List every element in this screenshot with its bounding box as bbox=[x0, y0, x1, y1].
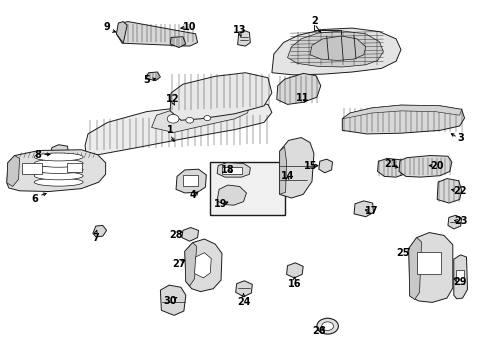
Text: 17: 17 bbox=[364, 206, 378, 216]
Text: 5: 5 bbox=[143, 75, 150, 85]
Polygon shape bbox=[309, 36, 365, 60]
Bar bbox=[22, 163, 42, 174]
Circle shape bbox=[167, 114, 179, 123]
Polygon shape bbox=[398, 156, 451, 177]
Circle shape bbox=[321, 322, 333, 330]
Polygon shape bbox=[276, 73, 320, 104]
Polygon shape bbox=[342, 105, 461, 119]
Text: 3: 3 bbox=[456, 132, 463, 143]
Polygon shape bbox=[85, 102, 271, 155]
Polygon shape bbox=[182, 228, 198, 241]
Text: 2: 2 bbox=[310, 16, 317, 26]
Text: 12: 12 bbox=[166, 94, 180, 104]
Polygon shape bbox=[176, 169, 206, 193]
Polygon shape bbox=[279, 147, 286, 194]
Polygon shape bbox=[170, 37, 185, 48]
Polygon shape bbox=[235, 281, 252, 297]
Polygon shape bbox=[160, 285, 185, 315]
Polygon shape bbox=[116, 22, 197, 46]
Polygon shape bbox=[436, 179, 461, 203]
Polygon shape bbox=[271, 28, 400, 75]
Bar bbox=[416, 252, 440, 274]
Polygon shape bbox=[342, 105, 464, 134]
Ellipse shape bbox=[34, 153, 83, 161]
Text: 20: 20 bbox=[429, 161, 443, 171]
Polygon shape bbox=[287, 31, 383, 67]
Polygon shape bbox=[377, 158, 407, 177]
Polygon shape bbox=[51, 145, 68, 157]
Text: 29: 29 bbox=[452, 277, 466, 287]
Polygon shape bbox=[93, 225, 106, 237]
Polygon shape bbox=[447, 215, 461, 229]
Polygon shape bbox=[184, 239, 222, 292]
Text: 21: 21 bbox=[384, 159, 397, 169]
Text: 14: 14 bbox=[280, 171, 294, 181]
Circle shape bbox=[203, 116, 210, 121]
Text: 24: 24 bbox=[236, 297, 250, 307]
Text: 11: 11 bbox=[295, 93, 308, 103]
Polygon shape bbox=[7, 150, 105, 192]
Polygon shape bbox=[7, 156, 20, 186]
Polygon shape bbox=[279, 138, 313, 198]
Polygon shape bbox=[318, 159, 332, 173]
Text: 10: 10 bbox=[183, 22, 196, 32]
Text: 13: 13 bbox=[232, 24, 246, 35]
Polygon shape bbox=[151, 102, 249, 132]
Polygon shape bbox=[116, 22, 127, 43]
Polygon shape bbox=[286, 263, 303, 278]
Polygon shape bbox=[353, 201, 373, 217]
Polygon shape bbox=[217, 163, 250, 177]
Text: 27: 27 bbox=[172, 259, 185, 269]
Text: 6: 6 bbox=[32, 194, 39, 204]
Text: 22: 22 bbox=[452, 186, 466, 196]
Text: 30: 30 bbox=[163, 296, 177, 306]
Text: 16: 16 bbox=[287, 279, 301, 289]
Polygon shape bbox=[170, 73, 271, 120]
Bar bbox=[210, 162, 284, 215]
Text: 28: 28 bbox=[169, 230, 183, 240]
Text: 9: 9 bbox=[103, 22, 110, 32]
Polygon shape bbox=[453, 255, 467, 299]
Text: 23: 23 bbox=[453, 216, 467, 226]
Polygon shape bbox=[194, 253, 211, 278]
Ellipse shape bbox=[34, 166, 83, 174]
Text: 8: 8 bbox=[35, 150, 41, 160]
Text: 25: 25 bbox=[395, 248, 409, 258]
Polygon shape bbox=[217, 185, 246, 205]
Text: 26: 26 bbox=[311, 326, 325, 336]
Circle shape bbox=[185, 117, 193, 123]
Text: 19: 19 bbox=[214, 199, 227, 209]
Ellipse shape bbox=[34, 178, 83, 186]
Bar bbox=[183, 175, 197, 186]
Text: 7: 7 bbox=[92, 233, 99, 243]
Ellipse shape bbox=[34, 159, 83, 167]
Polygon shape bbox=[184, 243, 196, 286]
Text: 18: 18 bbox=[220, 165, 234, 175]
Bar bbox=[222, 167, 241, 174]
Circle shape bbox=[316, 318, 338, 334]
Text: 4: 4 bbox=[189, 190, 196, 200]
Polygon shape bbox=[145, 72, 160, 81]
Bar bbox=[67, 163, 82, 172]
Ellipse shape bbox=[34, 172, 83, 180]
Polygon shape bbox=[408, 233, 452, 302]
Bar bbox=[455, 270, 463, 284]
Polygon shape bbox=[237, 30, 250, 46]
Polygon shape bbox=[408, 238, 421, 300]
Text: 1: 1 bbox=[166, 125, 173, 135]
Text: 15: 15 bbox=[303, 161, 317, 171]
